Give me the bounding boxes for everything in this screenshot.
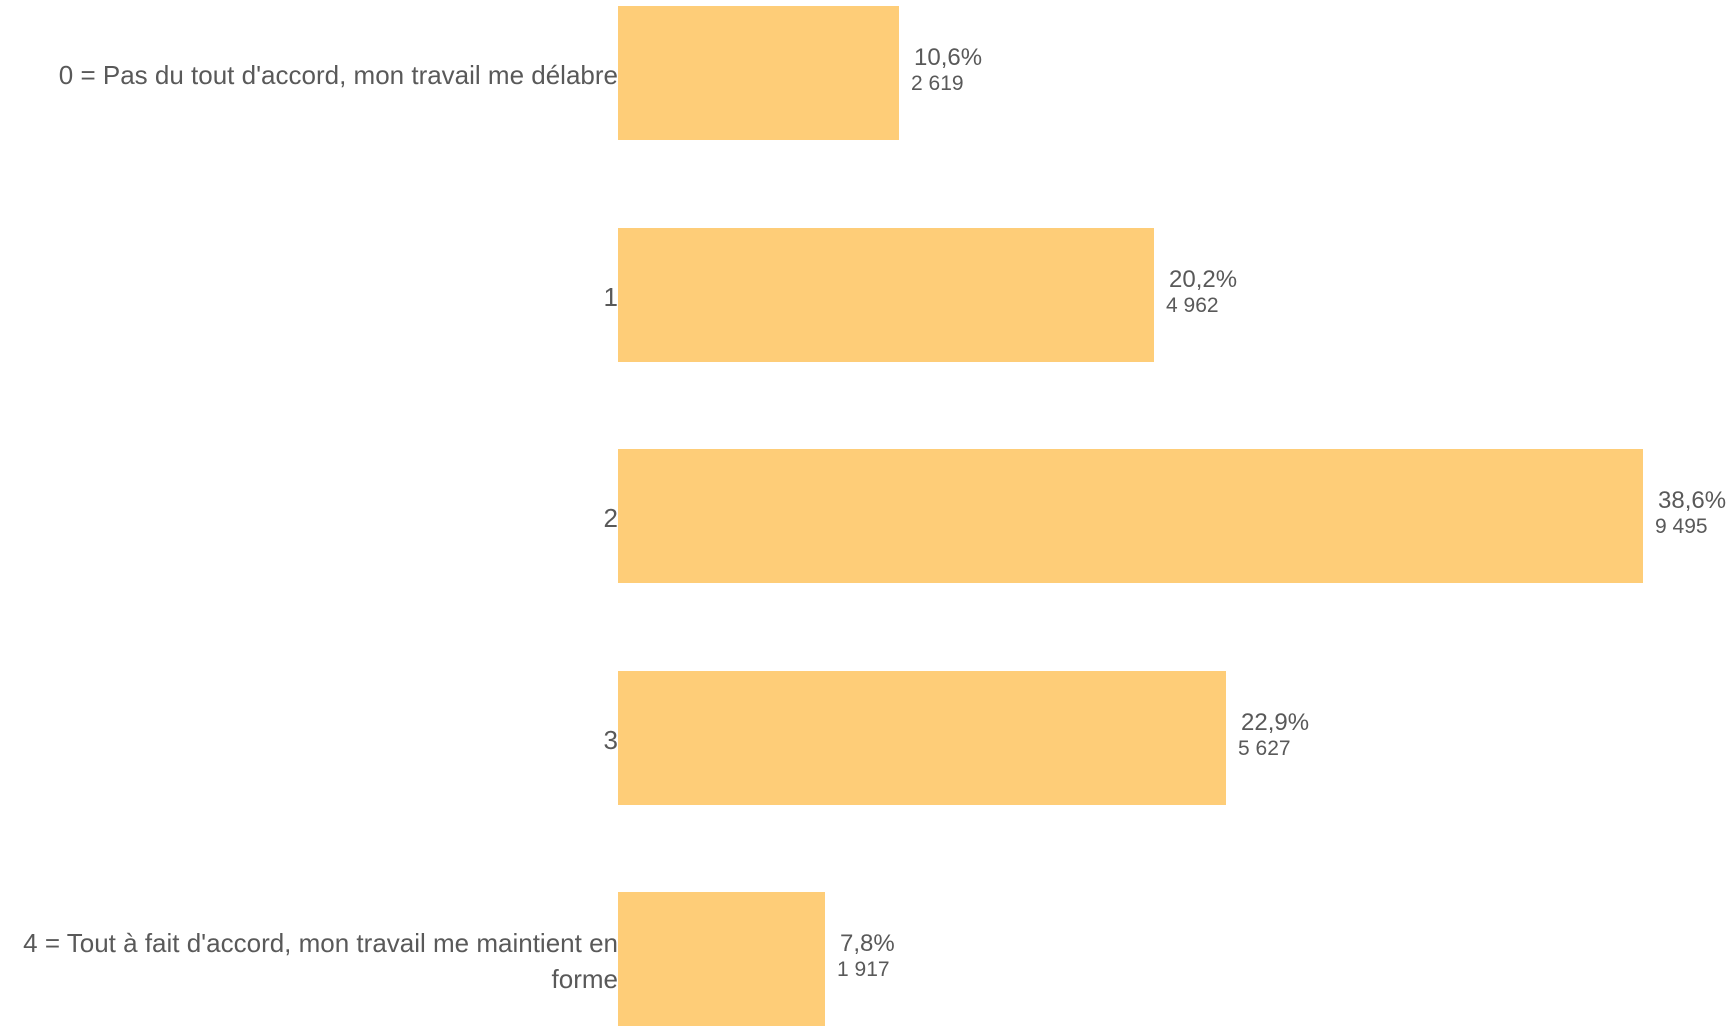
- data-label: 20,2% 4 962: [1166, 266, 1237, 318]
- count-label: 9 495: [1655, 514, 1708, 538]
- percent-label: 20,2%: [1169, 266, 1238, 293]
- category-label: 3: [603, 725, 618, 755]
- count-label: 2 619: [911, 71, 964, 95]
- data-label: 22,9% 5 627: [1238, 709, 1309, 761]
- count-label: 4 962: [1166, 293, 1219, 317]
- data-label: 10,6% 2 619: [911, 44, 982, 96]
- bar: [618, 6, 899, 140]
- data-label: 7,8% 1 917: [837, 930, 895, 982]
- percent-label: 10,6%: [914, 44, 983, 71]
- data-label: 38,6% 9 495: [1655, 487, 1726, 539]
- percent-label: 38,6%: [1658, 487, 1727, 514]
- bar: [618, 892, 825, 1026]
- bar: [618, 449, 1643, 583]
- bar: [618, 670, 1226, 805]
- percent-label: 22,9%: [1241, 709, 1310, 736]
- count-label: 1 917: [837, 957, 890, 981]
- category-label: 0 = Pas du tout d'accord, mon travail me…: [58, 60, 618, 90]
- category-label: 4 = Tout à fait d'accord, mon travail me…: [23, 928, 618, 994]
- category-label: 2: [603, 503, 618, 533]
- count-label: 5 627: [1238, 736, 1291, 760]
- category-label: 1: [603, 282, 618, 312]
- bar: [618, 227, 1154, 362]
- percent-label: 7,8%: [840, 930, 895, 957]
